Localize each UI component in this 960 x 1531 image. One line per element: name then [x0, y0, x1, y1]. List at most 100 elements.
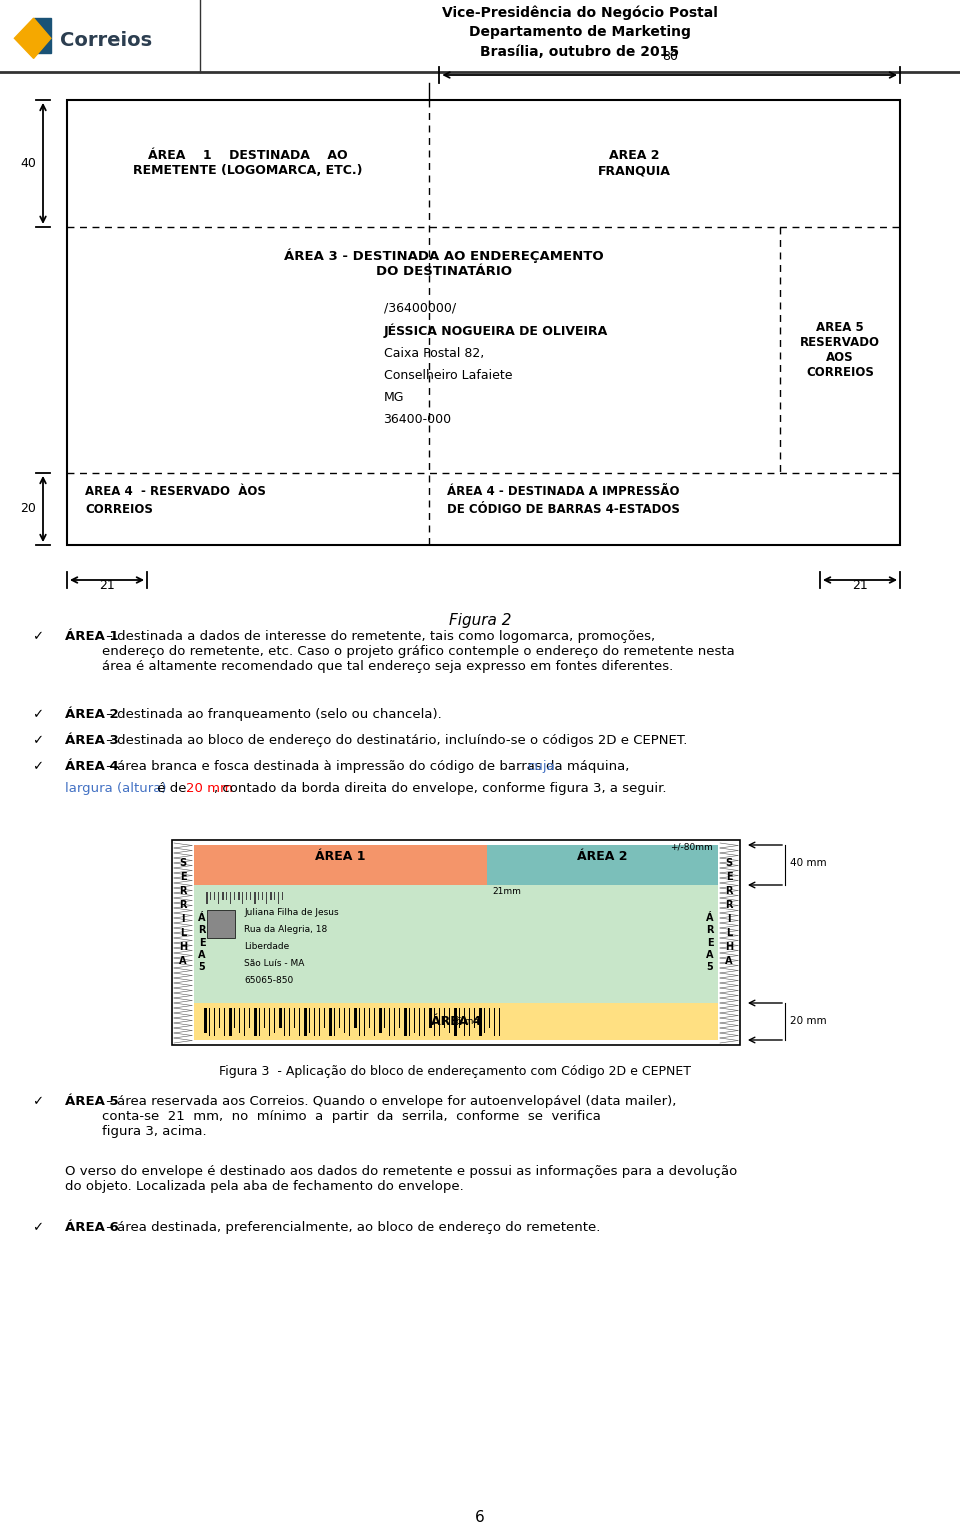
Bar: [379, 1007, 381, 1033]
Text: – área destinada, preferencialmente, ao bloco de endereço do remetente.: – área destinada, preferencialmente, ao …: [102, 1222, 600, 1234]
Text: – destinada ao bloco de endereço do destinatário, incluíndo-se o códigos 2D e CE: – destinada ao bloco de endereço do dest…: [102, 733, 687, 747]
Text: 6: 6: [475, 1510, 485, 1525]
Bar: [279, 1007, 281, 1027]
Text: – área branca e fosca destinada à impressão do código de barras da máquina,: – área branca e fosca destinada à impres…: [102, 759, 634, 773]
Bar: [282, 893, 283, 900]
Text: CORREIOS: CORREIOS: [85, 504, 153, 516]
Bar: [239, 1007, 240, 1033]
Text: é de: é de: [154, 782, 191, 795]
Text: ÁREA 4: ÁREA 4: [65, 759, 119, 773]
Bar: [204, 1007, 206, 1033]
Text: /36400000/: /36400000/: [383, 302, 456, 315]
Polygon shape: [14, 18, 51, 58]
Text: , contado da borda direita do envelope, conforme figura 3, a seguir.: , contado da borda direita do envelope, …: [214, 782, 666, 795]
Bar: [234, 1007, 235, 1027]
Text: R: R: [180, 900, 187, 909]
Bar: [399, 1007, 400, 1027]
Text: 20: 20: [20, 502, 36, 516]
Text: ✓: ✓: [33, 1222, 43, 1234]
Bar: [309, 1007, 310, 1033]
Bar: [349, 1007, 350, 1036]
Bar: [254, 893, 256, 903]
Bar: [449, 1007, 450, 1033]
Text: 40 mm: 40 mm: [790, 857, 827, 868]
Text: 21: 21: [99, 579, 115, 592]
Text: I: I: [181, 914, 184, 925]
Text: ÁREA 6: ÁREA 6: [65, 1222, 119, 1234]
Text: DE CÓDIGO DE BARRAS 4-ESTADOS: DE CÓDIGO DE BARRAS 4-ESTADOS: [447, 504, 681, 516]
Bar: [464, 1007, 466, 1036]
Text: 65065-850: 65065-850: [244, 975, 293, 984]
Bar: [207, 909, 235, 939]
Bar: [278, 893, 279, 903]
Text: ÁREA 3 - DESTINADA AO ENDEREÇAMENTO
DO DESTINATÁRIO: ÁREA 3 - DESTINADA AO ENDEREÇAMENTO DO D…: [284, 250, 603, 279]
Bar: [329, 1007, 331, 1036]
Bar: [434, 1007, 435, 1036]
Bar: [414, 1007, 415, 1033]
Bar: [424, 1007, 425, 1036]
Text: E: E: [180, 873, 186, 882]
Text: L: L: [180, 928, 186, 939]
Text: 40: 40: [20, 156, 36, 170]
Text: Vice-Presidência do Negócio Postal
Departamento de Marketing
Brasília, outubro d: Vice-Presidência do Negócio Postal Depar…: [442, 5, 718, 58]
Text: ÁREA 5: ÁREA 5: [65, 1095, 119, 1108]
Bar: [474, 1007, 475, 1027]
Bar: [214, 893, 215, 900]
Bar: [384, 1007, 385, 1027]
Bar: [314, 1007, 315, 1036]
Bar: [419, 1007, 420, 1036]
Text: 36400-000: 36400-000: [383, 413, 451, 426]
Bar: [194, 1003, 718, 1040]
Bar: [439, 1007, 441, 1036]
Bar: [394, 1007, 396, 1036]
Bar: [234, 893, 235, 900]
Text: ÁREA 3: ÁREA 3: [65, 733, 119, 747]
Bar: [489, 1007, 491, 1027]
Text: +/-80mm: +/-80mm: [670, 844, 713, 851]
Bar: [488, 845, 718, 885]
Text: ✓: ✓: [33, 629, 43, 643]
Text: 21: 21: [852, 579, 868, 592]
Bar: [250, 893, 251, 900]
Text: O verso do envelope é destinado aos dados do remetente e possui as informações p: O verso do envelope é destinado aos dado…: [65, 1165, 737, 1193]
Text: Correios: Correios: [60, 31, 153, 51]
Text: Caixa Postal 82,: Caixa Postal 82,: [383, 348, 484, 360]
Text: A: A: [180, 955, 187, 966]
Bar: [270, 893, 272, 900]
Text: S: S: [726, 857, 732, 868]
Text: – destinada ao franqueamento (selo ou chancela).: – destinada ao franqueamento (selo ou ch…: [102, 707, 442, 721]
Text: Á
R
E
A
5: Á R E A 5: [199, 912, 205, 972]
Bar: [214, 1007, 215, 1036]
Text: ✓: ✓: [33, 1095, 43, 1108]
Text: – destinada a dados de interesse do remetente, tais como logomarca, promoções,
e: – destinada a dados de interesse do reme…: [102, 629, 734, 674]
Text: H: H: [179, 942, 187, 952]
Bar: [230, 893, 231, 903]
Bar: [242, 893, 243, 903]
Text: Conselheiro Lafaiete: Conselheiro Lafaiete: [383, 369, 512, 381]
Text: cuja: cuja: [527, 759, 555, 773]
Text: R: R: [725, 900, 732, 909]
Bar: [209, 1007, 210, 1036]
Bar: [194, 885, 718, 1003]
Bar: [409, 1007, 410, 1036]
Text: ÁREA 2: ÁREA 2: [65, 707, 119, 721]
Bar: [304, 1007, 306, 1036]
Bar: [67, 100, 900, 545]
Bar: [249, 1007, 251, 1027]
Text: JÉSSICA NOGUEIRA DE OLIVEIRA: JÉSSICA NOGUEIRA DE OLIVEIRA: [383, 325, 608, 338]
Bar: [334, 1007, 335, 1036]
Bar: [274, 893, 275, 900]
Bar: [284, 1007, 285, 1036]
Text: Á
R
E
A
5: Á R E A 5: [707, 912, 713, 972]
Text: 20 mm: 20 mm: [186, 782, 233, 795]
Text: L: L: [726, 928, 732, 939]
Text: ✓: ✓: [33, 707, 43, 721]
Text: largura (altura): largura (altura): [65, 782, 166, 795]
Bar: [404, 1007, 406, 1036]
Bar: [262, 893, 263, 900]
Text: AREA 2
FRANQUIA: AREA 2 FRANQUIA: [598, 150, 671, 178]
Bar: [429, 1007, 431, 1027]
Text: Liberdade: Liberdade: [244, 942, 289, 951]
Bar: [324, 1007, 325, 1027]
Text: São Luís - MA: São Luís - MA: [244, 958, 304, 968]
